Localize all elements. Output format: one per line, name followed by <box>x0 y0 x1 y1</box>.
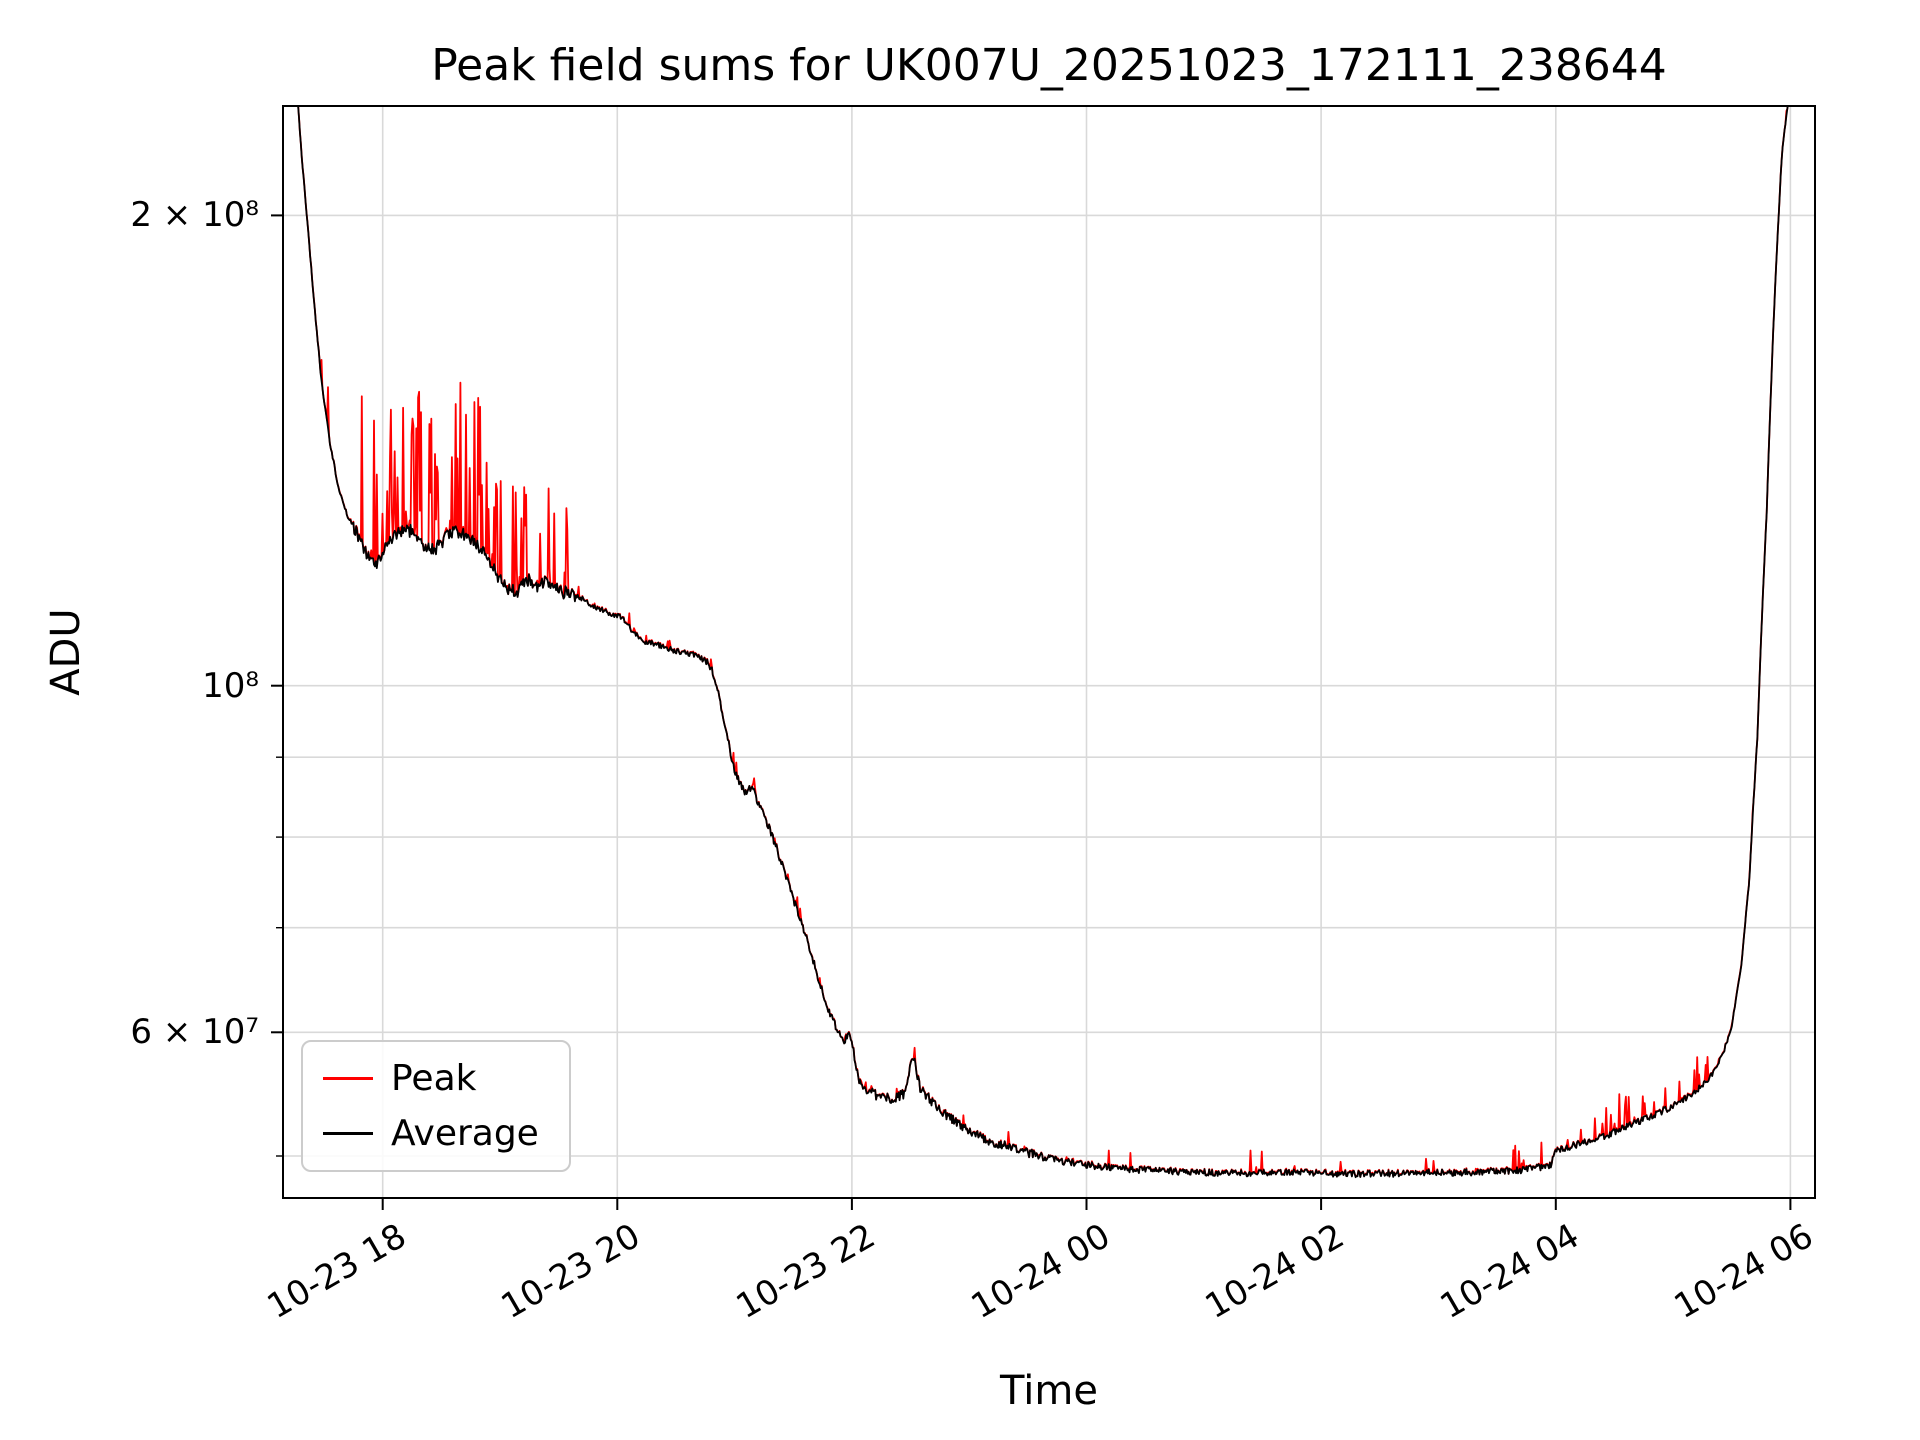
x-tick-label: 10-23 20 <box>494 1216 648 1328</box>
legend-line-peak <box>323 1077 373 1080</box>
plot-area: Peak Average <box>271 105 1816 1210</box>
tick-marks <box>271 214 1792 1210</box>
average-series-line <box>297 106 1789 1179</box>
legend-item-average: Average <box>323 1113 539 1154</box>
legend-label-average: Average <box>391 1113 539 1154</box>
plot-border <box>282 105 1816 1199</box>
legend-line-average <box>323 1132 373 1135</box>
x-tick-label: 10-24 06 <box>1667 1216 1821 1328</box>
x-tick-label: 10-23 22 <box>729 1216 882 1328</box>
x-axis-label: Time <box>1000 1368 1098 1414</box>
gridlines <box>283 106 1815 1198</box>
x-tick-label: 10-23 18 <box>260 1216 413 1328</box>
x-tick-label: 10-24 00 <box>964 1216 1117 1328</box>
y-tick-label: 2 × 10⁸ <box>130 195 259 236</box>
series-group <box>297 106 1789 1179</box>
chart-canvas <box>271 105 1816 1210</box>
x-tick-label: 10-24 02 <box>1198 1216 1352 1328</box>
legend-item-peak: Peak <box>323 1058 539 1099</box>
legend: Peak Average <box>301 1040 571 1172</box>
x-tick-label: 10-24 04 <box>1433 1216 1586 1328</box>
y-tick-label: 6 × 10⁷ <box>130 1012 259 1053</box>
legend-label-peak: Peak <box>391 1058 477 1099</box>
y-tick-label: 10⁸ <box>202 665 259 706</box>
chart-title: Peak field sums for UK007U_20251023_1721… <box>431 40 1667 91</box>
peak-series-line <box>297 106 1789 1178</box>
